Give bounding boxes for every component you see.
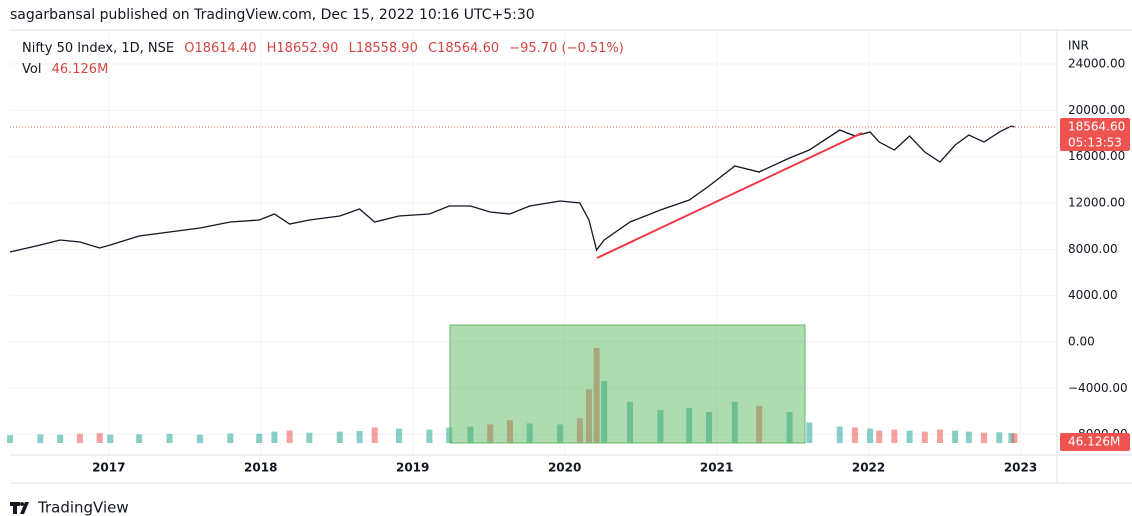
volume-bar [426, 429, 433, 443]
volume-bar [506, 420, 513, 443]
currency: INR [1068, 39, 1089, 53]
x-tick-label: 2020 [548, 461, 581, 475]
y-tick-label: 4000.00 [1068, 288, 1118, 302]
volume-bar [657, 409, 664, 443]
volume-bar [686, 407, 693, 443]
volume-bar [1008, 433, 1015, 443]
countdown: 05:13:53 [1068, 135, 1122, 149]
volume-bar [526, 423, 533, 443]
x-tick-label: 2021 [700, 461, 733, 475]
y-tick-label: −4000.00 [1068, 381, 1128, 395]
volume-bar [286, 430, 293, 443]
volume-value: 46.126M [51, 62, 109, 77]
volume-bar [806, 422, 813, 443]
volume-bar [836, 426, 843, 443]
volume-bar [76, 433, 83, 443]
x-tick-label: 2019 [396, 461, 429, 475]
volume-bar [371, 427, 378, 443]
price-line [9, 125, 1015, 253]
legend-row: Vol 46.126M [22, 59, 630, 80]
legend: Nifty 50 Index, 1D, NSE O18614.40 H18652… [22, 38, 630, 80]
volume-bar [227, 433, 234, 443]
volume-bar [965, 431, 972, 443]
volume-bar [96, 433, 103, 443]
volume-bar [731, 401, 738, 443]
logo-icon [10, 502, 29, 514]
y-tick-label: 20000.00 [1068, 103, 1125, 117]
y-tick-label: 24000.00 [1068, 57, 1125, 71]
y-tick-label: 8000.00 [1068, 242, 1118, 256]
volume-bar [196, 434, 203, 443]
volume-bar [756, 405, 763, 443]
x-tick-label: 2023 [1004, 461, 1037, 475]
volume-bar [936, 429, 943, 443]
volume-bar [996, 432, 1003, 443]
volume-bar [601, 381, 608, 443]
volume-name: Vol [22, 62, 42, 77]
volume-bar [1011, 433, 1018, 443]
volume-bar [585, 389, 592, 443]
volume-bar [921, 431, 928, 443]
x-tick-label: 2018 [244, 461, 277, 475]
volume-bar [867, 428, 874, 443]
volume-bar [166, 433, 173, 443]
volume-bar [593, 348, 600, 443]
y-tick-label: 12000.00 [1068, 196, 1125, 210]
ohlc: O18614.40 [184, 41, 257, 56]
x-tick-label: 2022 [852, 461, 885, 475]
volume-bar [487, 424, 494, 443]
volume-bar [626, 401, 633, 443]
volume-bar [851, 427, 858, 443]
volume-label: 46.126M [1068, 435, 1120, 449]
volume-bar [37, 434, 44, 443]
volume-bar [706, 412, 713, 443]
volume-bar [467, 426, 474, 443]
volume-bar [906, 430, 913, 443]
volume-bar [256, 433, 263, 443]
volume-bar [891, 429, 898, 443]
symbol: Nifty 50 Index, 1D, NSE [22, 41, 175, 56]
volume-bar [576, 418, 583, 443]
volume-bar [952, 430, 959, 443]
volume-label-box [1060, 433, 1130, 451]
publisher: sagarbansal published on TradingView.com… [10, 7, 535, 23]
volume-bar [786, 412, 793, 443]
volume-bar [57, 434, 64, 443]
ohlc: H18652.90 [266, 41, 339, 56]
price-label-box [1060, 117, 1130, 151]
volume-bar [107, 434, 114, 443]
volume-bar [356, 431, 363, 443]
ohlc: C18564.60 [428, 41, 500, 56]
volume-bar [306, 432, 313, 443]
volume-bar [876, 430, 883, 443]
y-tick-label: 0.00 [1068, 334, 1095, 348]
y-tick-label: 16000.00 [1068, 149, 1125, 163]
legend-row: Nifty 50 Index, 1D, NSE O18614.40 H18652… [22, 38, 630, 59]
x-tick-label: 2017 [92, 461, 125, 475]
volume-bar [396, 428, 403, 443]
volume-bar [981, 432, 988, 443]
logo-text: TradingView [37, 499, 129, 516]
price-label: 18564.60 [1068, 119, 1125, 133]
change: −95.70 (−0.51%) [509, 41, 624, 56]
volume-bar [136, 434, 143, 443]
trend-line [596, 132, 863, 259]
volume-bar [446, 427, 453, 443]
price-axis-bg [1057, 30, 1132, 483]
volume-bar [557, 424, 564, 443]
ohlc: L18558.90 [348, 41, 418, 56]
highlight-box [449, 324, 806, 444]
volume-bar [336, 431, 343, 443]
volume-bar [271, 431, 278, 443]
volume-bar [7, 435, 13, 443]
